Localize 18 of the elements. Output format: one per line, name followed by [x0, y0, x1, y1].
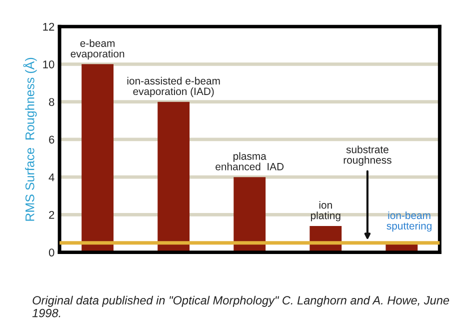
y-tick-label: 12 [43, 22, 54, 31]
ref-line-label: substrate roughness [344, 146, 392, 166]
text: Original data published in "Optical Morphology" C. Langhorn and A. Howe, June 1998. [32, 296, 450, 318]
y-tick-label: 2 [49, 210, 54, 219]
x-tick-label: ion-beam sputtering [386, 211, 432, 232]
y-tick-label: 8 [48, 98, 54, 106]
y-tick-label: 4 [48, 173, 54, 182]
y-tick-label: 0 [48, 248, 54, 256]
x-tick-label: plasma enhanced IAD [216, 152, 284, 170]
bar [82, 64, 114, 252]
bar [234, 177, 266, 252]
x-tick-label: ion plating [310, 201, 340, 222]
x-tick-label: e-beam evaporation [70, 39, 124, 60]
x-tick-label: ion-assisted e-beam evaporation (IAD) [127, 76, 220, 98]
bar [158, 102, 190, 252]
y-tick-label: 6 [49, 136, 54, 144]
y-tick-label: 10 [43, 60, 54, 68]
y-axis-title: RMS Surface Roughness (Å) [23, 58, 37, 221]
